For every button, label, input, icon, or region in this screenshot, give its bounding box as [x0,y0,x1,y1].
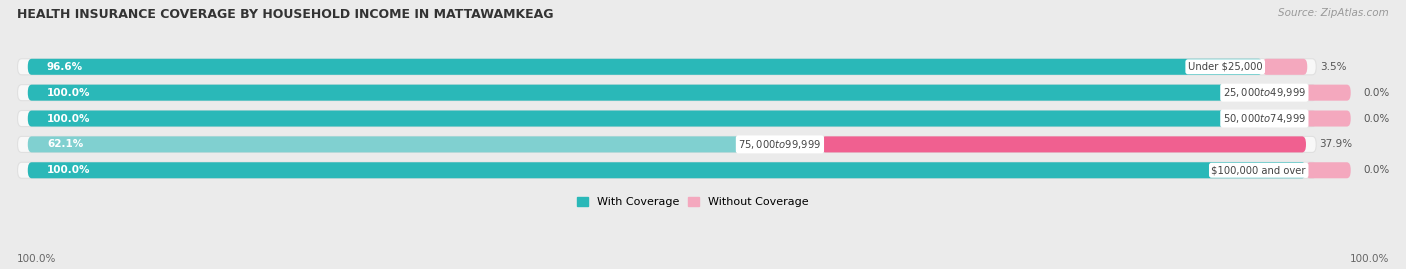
Text: 100.0%: 100.0% [46,114,90,123]
Text: 100.0%: 100.0% [17,254,56,264]
FancyBboxPatch shape [28,85,1306,101]
FancyBboxPatch shape [1306,162,1351,178]
Text: 37.9%: 37.9% [1319,139,1353,149]
Text: $50,000 to $74,999: $50,000 to $74,999 [1223,112,1306,125]
Text: 3.5%: 3.5% [1320,62,1347,72]
Text: $75,000 to $99,999: $75,000 to $99,999 [738,138,821,151]
Text: 0.0%: 0.0% [1364,165,1389,175]
FancyBboxPatch shape [17,162,1316,178]
FancyBboxPatch shape [1306,111,1351,126]
Legend: With Coverage, Without Coverage: With Coverage, Without Coverage [572,192,813,212]
FancyBboxPatch shape [28,59,1263,75]
FancyBboxPatch shape [1306,85,1351,101]
Text: 0.0%: 0.0% [1364,114,1389,123]
FancyBboxPatch shape [17,111,1316,126]
FancyBboxPatch shape [17,85,1316,101]
FancyBboxPatch shape [17,59,1316,75]
Text: HEALTH INSURANCE COVERAGE BY HOUSEHOLD INCOME IN MATTAWAMKEAG: HEALTH INSURANCE COVERAGE BY HOUSEHOLD I… [17,8,554,21]
FancyBboxPatch shape [17,136,1316,153]
Text: $25,000 to $49,999: $25,000 to $49,999 [1223,86,1306,99]
Text: 100.0%: 100.0% [46,88,90,98]
Text: Under $25,000: Under $25,000 [1188,62,1263,72]
FancyBboxPatch shape [28,136,821,153]
Text: 96.6%: 96.6% [46,62,83,72]
Text: Source: ZipAtlas.com: Source: ZipAtlas.com [1278,8,1389,18]
FancyBboxPatch shape [821,136,1306,153]
FancyBboxPatch shape [28,111,1306,126]
FancyBboxPatch shape [1263,59,1308,75]
Text: $100,000 and over: $100,000 and over [1212,165,1306,175]
Text: 0.0%: 0.0% [1364,88,1389,98]
Text: 100.0%: 100.0% [1350,254,1389,264]
FancyBboxPatch shape [28,162,1306,178]
Text: 62.1%: 62.1% [46,139,83,149]
Text: 100.0%: 100.0% [46,165,90,175]
